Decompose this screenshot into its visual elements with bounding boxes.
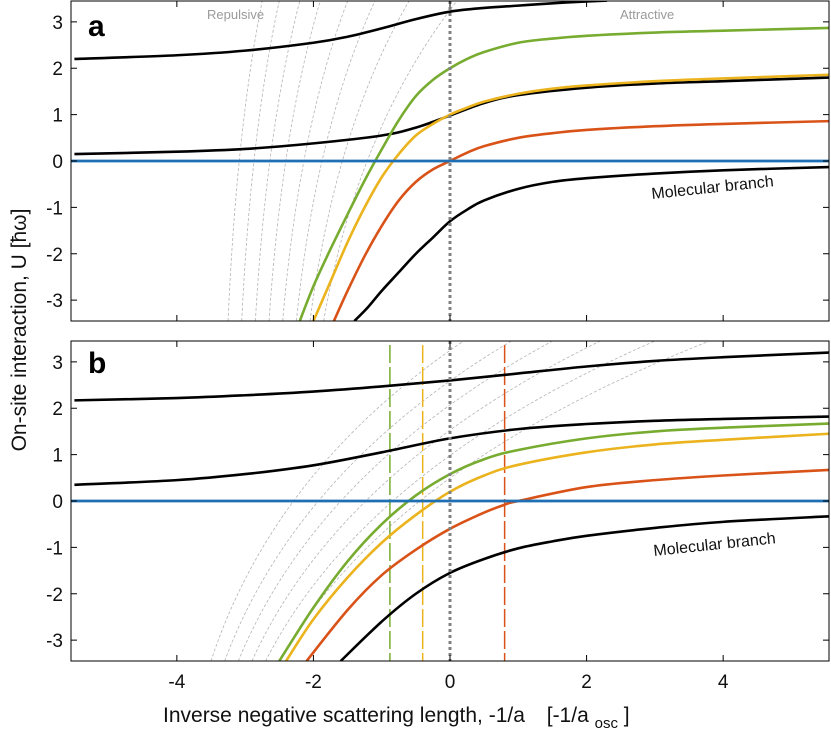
panel-b-y-ticks: -3 -2 -1 0 1 2 3 [46,353,829,652]
y-tick-label: 0 [52,492,63,513]
x-axis-label-unit: [-1/a [547,704,589,727]
gray-dashed-curve [241,1,280,321]
y-tick-label: -3 [46,291,63,312]
y-tick-label: -3 [46,631,63,652]
panel-a-attractive-label: Attractive [620,7,674,22]
y-tick-label: 0 [52,152,63,173]
gray-dashed-curve [227,1,263,321]
series-black-middle [74,76,829,156]
panel-b-series [71,351,829,661]
panel-a-y-ticks: -3 -2 -1 0 1 2 3 [46,13,829,312]
x-axis-label-unit-close: ] [624,704,630,727]
panel-b-molecular-branch-label: Molecular branch [653,530,777,560]
series-yellow [285,432,829,661]
series-green [298,26,829,321]
series-orange [305,468,829,661]
gray-dashed-curve [210,341,464,661]
panel-b: -3 -2 -1 0 1 2 3 -4 -2 0 2 4 b Molecular branch [46,340,830,693]
x-tick-label: -4 [168,672,185,693]
x-axis-label-main: Inverse negative scattering length, -1/a [163,704,525,727]
y-tick-label: 3 [52,13,63,34]
y-tick-label: -2 [46,585,63,606]
gray-dashed-curve [254,1,301,321]
panel-a-x-ticks [176,1,724,321]
y-tick-label: 3 [52,353,63,374]
gray-dashed-curve [265,341,656,661]
x-tick-label: 0 [445,672,456,693]
panel-b-x-ticks: -4 -2 0 2 4 [168,341,729,693]
x-tick-label: 4 [718,672,729,693]
panel-a-molecular-branch-label: Molecular branch [651,173,775,203]
series-green [278,422,829,661]
y-tick-label: -1 [46,538,63,559]
panel-a-series [71,1,829,321]
gray-dashed-curve [224,341,512,661]
y-tick-label: 1 [52,446,63,467]
y-tick-label: 1 [52,106,63,127]
series-orange [332,119,829,321]
x-axis-label-unit-sub: osc [595,715,619,732]
x-tick-label: -2 [305,672,322,693]
series-black-molecular [339,515,829,661]
series-black-molecular [353,165,829,321]
series-yellow [312,73,829,321]
series-black-upper [74,1,608,61]
gray-dashed-curve [251,341,601,661]
gray-dashed-curve [309,1,410,321]
y-tick-label: 2 [52,399,63,420]
panel-a-letter: a [88,10,105,43]
y-tick-label: 2 [52,59,63,80]
series-black-upper [74,351,829,402]
y-tick-label: -1 [46,198,63,219]
panel-a-repulsive-label: Repulsive [207,7,264,22]
panel-b-vertical-markers [389,345,506,661]
y-axis-label: On-site interaction, U [ħω] [8,209,31,452]
x-tick-label: 2 [581,672,592,693]
y-tick-label: -2 [46,245,63,266]
x-axis-label: Inverse negative scattering length, -1/a… [163,704,630,733]
panel-b-letter: b [88,347,106,380]
panel-a: -3 -2 -1 0 1 2 3 a Repulsive Attractive Molecu… [46,0,830,322]
